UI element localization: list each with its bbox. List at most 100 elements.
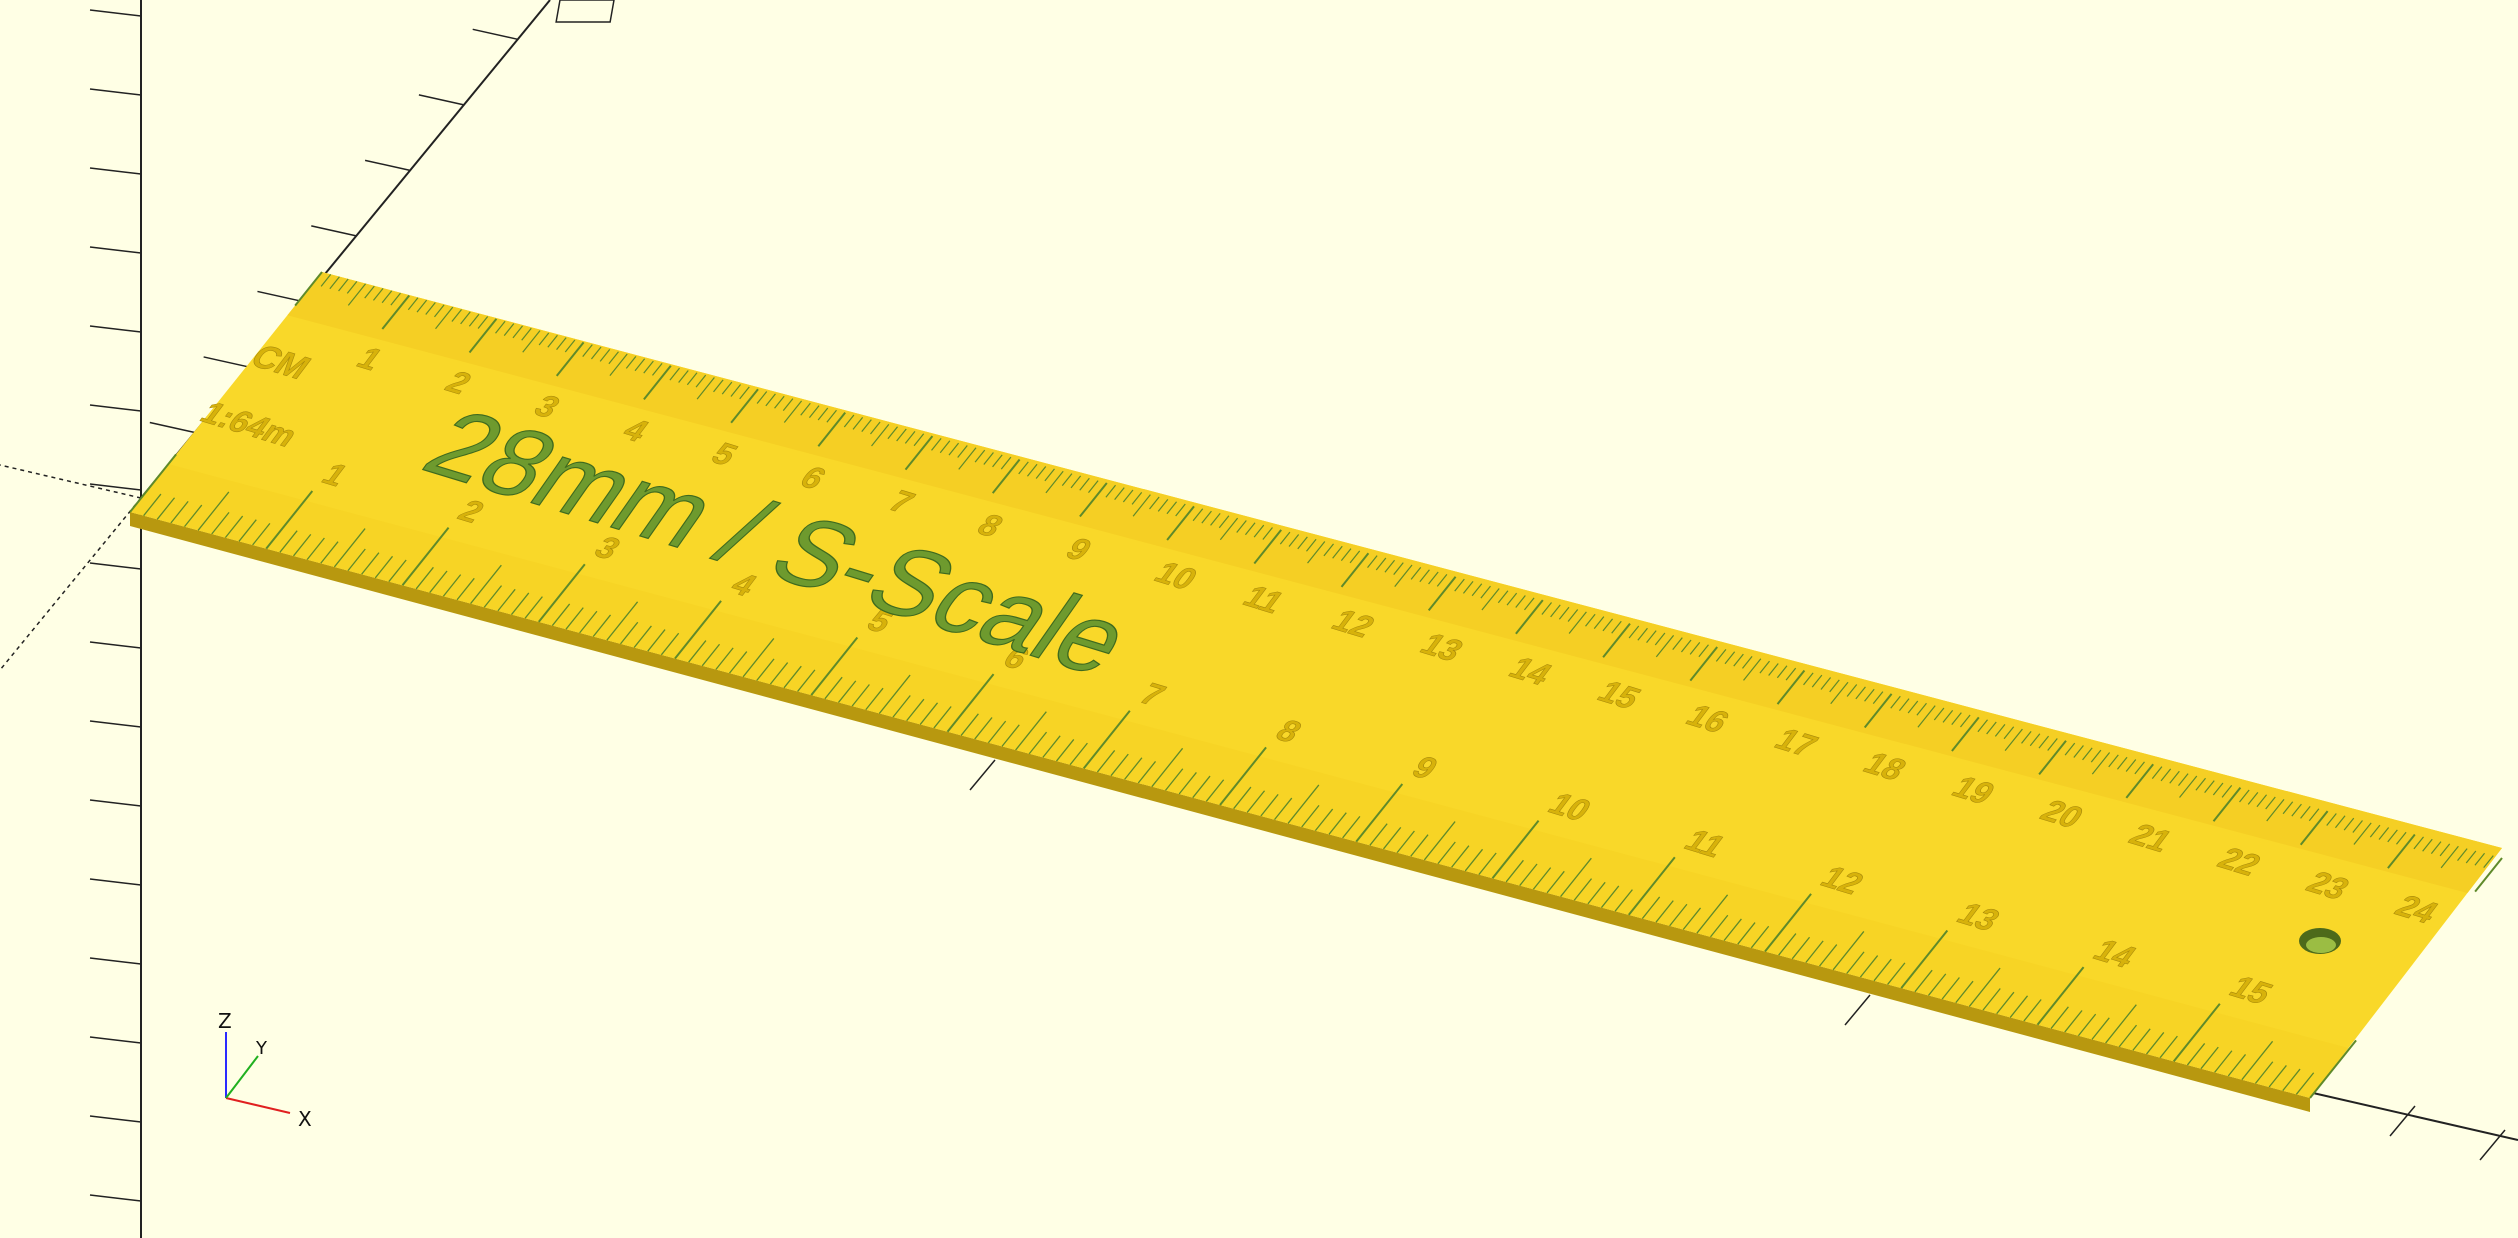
bottom-tick	[524, 596, 543, 619]
z-axis-tick	[89, 167, 142, 175]
top-tick	[782, 398, 794, 411]
bottom-tick	[1396, 830, 1415, 854]
top-tick	[503, 323, 515, 336]
bottom-tick	[197, 491, 230, 531]
z-axis-tick	[89, 88, 142, 96]
top-tick	[1166, 501, 1178, 515]
top-tick	[468, 318, 498, 354]
top-tick	[991, 458, 1021, 494]
bottom-tick	[1287, 784, 1320, 824]
top-tick	[974, 449, 986, 463]
top-tick	[1114, 487, 1125, 501]
bottom-tick	[1600, 885, 1620, 908]
top-tick	[381, 294, 410, 330]
top-tick	[1307, 541, 1326, 564]
top-tick	[460, 311, 471, 325]
y-axis-tick	[418, 94, 465, 106]
bottom-tick	[1832, 931, 1865, 971]
bottom-tick	[415, 566, 434, 590]
ruler-top-band	[287, 272, 2503, 893]
top-tick	[547, 334, 558, 348]
bottom-tick	[633, 625, 652, 648]
top-tick	[609, 353, 628, 377]
bottom-tick	[388, 559, 407, 582]
bottom-tick	[1982, 988, 2001, 1011]
top-tick	[320, 273, 332, 287]
top-tick	[1646, 630, 1657, 644]
top-tick	[756, 391, 768, 404]
bottom-tick	[1573, 878, 1593, 901]
bottom-tick	[401, 527, 450, 586]
z-axis-tick	[89, 404, 142, 412]
bottom-tick	[824, 676, 843, 700]
top-tick	[608, 351, 619, 365]
top-tick	[477, 316, 489, 329]
bottom-tick	[1614, 889, 1633, 912]
bottom-tick	[1723, 918, 1742, 941]
bottom-tick	[2282, 1068, 2301, 1092]
top-tick	[931, 438, 942, 451]
top-tick	[730, 384, 742, 397]
bottom-tick	[1233, 786, 1252, 810]
top-tick	[1541, 602, 1552, 615]
top-tick	[346, 281, 358, 294]
bottom-tick	[878, 674, 911, 714]
top-tick	[904, 431, 916, 444]
top-tick	[678, 370, 689, 383]
top-tick	[1454, 578, 1465, 592]
bottom-tick	[292, 533, 312, 557]
top-tick	[2465, 850, 2477, 864]
bottom-tick	[2309, 1039, 2357, 1099]
top-tick	[2212, 787, 2242, 822]
x-axis-tick	[2389, 1105, 2416, 1137]
top-tick	[1279, 531, 1291, 545]
bottom-tick	[1682, 907, 1702, 930]
top-tick	[2430, 841, 2442, 854]
bottom-tick	[728, 651, 748, 674]
top-tick	[2334, 815, 2346, 829]
top-tick	[1986, 721, 1997, 735]
top-tick	[2439, 843, 2451, 857]
top-tick	[1088, 480, 1099, 493]
bottom-tick	[1369, 823, 1388, 846]
top-tick	[512, 325, 524, 339]
top-tick	[939, 440, 951, 454]
bottom-tick	[688, 640, 707, 663]
top-tick	[1384, 559, 1396, 573]
top-tick	[2343, 817, 2355, 831]
bottom-tick	[333, 528, 366, 568]
top-tick	[2003, 726, 2015, 740]
top-tick	[1724, 651, 1736, 665]
bottom-tick	[2118, 1024, 2138, 1048]
bottom-tick	[1192, 775, 1211, 799]
top-tick	[625, 356, 637, 369]
top-tick	[800, 402, 811, 416]
bottom-tick	[2254, 1061, 2274, 1084]
top-tick	[2047, 738, 2058, 751]
top-tick	[1568, 611, 1587, 634]
bottom-tick	[783, 665, 802, 689]
top-tick	[896, 428, 907, 442]
bottom-tick	[1818, 944, 1838, 967]
bottom-tick	[252, 522, 271, 546]
top-tick	[2369, 824, 2381, 838]
bottom-tick	[347, 548, 366, 572]
bottom-tick	[2036, 966, 2085, 1026]
bottom-tick	[810, 636, 859, 696]
top-tick	[852, 416, 864, 430]
bottom-tick	[674, 600, 722, 660]
bottom-tick	[320, 541, 339, 564]
top-tick	[425, 302, 436, 315]
top-tick	[338, 278, 349, 292]
top-tick	[643, 365, 672, 400]
top-tick	[2440, 845, 2459, 869]
top-tick	[1410, 566, 1422, 580]
x-axis-label: X	[298, 1107, 312, 1131]
bottom-tick	[238, 519, 257, 542]
bottom-tick	[1451, 845, 1470, 868]
top-tick	[1759, 660, 1770, 674]
bottom-tick	[742, 638, 775, 678]
bottom-tick	[565, 607, 584, 630]
